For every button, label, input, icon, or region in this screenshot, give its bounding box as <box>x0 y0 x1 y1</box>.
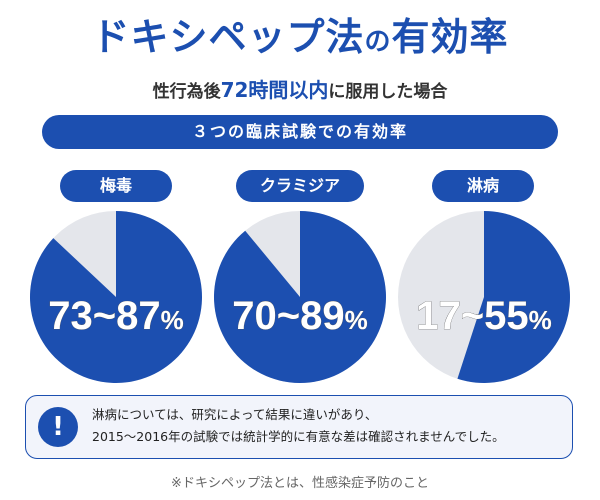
pie-value-label-gonorrhea: 17~55% <box>416 294 551 338</box>
subtitle-highlight: 72時間以内 <box>220 78 329 102</box>
pie-slice-gonorrhea <box>457 211 570 383</box>
note-text: 淋病については、研究によって結果に違いがあり、 2015～2016年の試験では統… <box>92 404 505 448</box>
subtitle: 性行為後72時間以内に服用した場合 <box>0 74 600 103</box>
pie-value-syphilis: 73~87 <box>48 294 160 338</box>
pill-label-syphilis: 梅毒 <box>60 170 172 202</box>
subtitle-post: に服用した場合 <box>328 82 448 102</box>
section-banner: ３つの臨床試験での有効率 <box>42 115 558 149</box>
footer-note: ※ドキシペップ法とは、性感染症予防のこと <box>171 476 429 491</box>
pie-value-label-syphilis: 73~87% <box>48 294 183 338</box>
page-title: ドキシペップ法の有効率 <box>0 6 600 61</box>
pill-label-gonorrhea: 淋病 <box>432 170 534 202</box>
note-box: ! 淋病については、研究によって結果に違いがあり、 2015～2016年の試験で… <box>25 395 573 459</box>
pie-charts: 73~87% 70~89% 17~55% <box>30 211 570 383</box>
pie-unit-gonorrhea: % <box>529 305 552 335</box>
title-efficacy: 有効率 <box>391 15 509 59</box>
subtitle-pre: 性行為後 <box>152 82 221 102</box>
pie-unit-chlamydia: % <box>345 305 368 335</box>
pie-slice-chlamydia <box>213 211 386 383</box>
pie-value-gonorrhea: 17~55 <box>416 294 528 338</box>
pie-value-chlamydia: 70~89 <box>232 294 344 338</box>
note-line-1: 淋病については、研究によって結果に違いがあり、 <box>92 407 378 422</box>
note-line-2: 2015～2016年の試験では統計学的に有意な差は確認されませんでした。 <box>92 429 505 444</box>
title-particle: の <box>364 27 392 57</box>
title-main: ドキシペップ法 <box>91 15 365 59</box>
exclamation-icon: ! <box>38 407 78 447</box>
pie-unit-syphilis: % <box>161 305 184 335</box>
pill-label-chlamydia: クラミジア <box>236 170 364 202</box>
pie-value-label-chlamydia: 70~89% <box>232 294 367 338</box>
pie-slice-syphilis <box>30 211 202 383</box>
